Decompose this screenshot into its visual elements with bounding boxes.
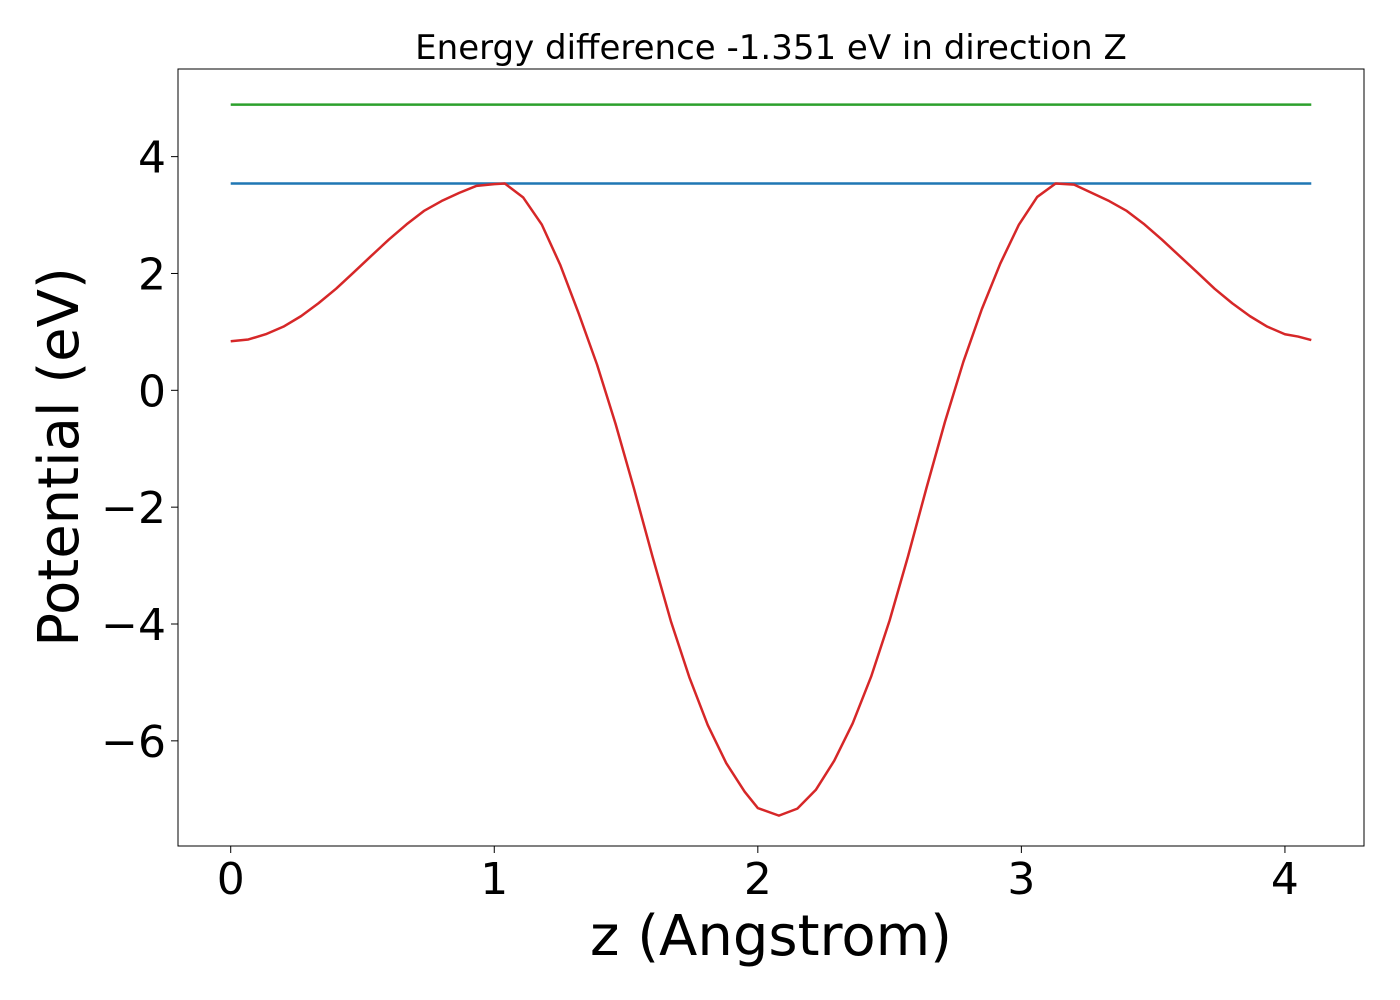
x-axis-title: z (Angstrom) [590,904,952,969]
x-tick-label: 3 [1007,854,1035,905]
x-tick-label: 0 [217,854,245,905]
x-axis-ticks: 0 1 2 3 4 [217,846,1299,905]
y-axis-ticks: −6 −4 −2 0 2 4 [101,133,178,768]
x-tick-label: 2 [744,854,772,905]
y-tick-label: −2 [101,483,166,534]
y-tick-label: 4 [138,133,166,184]
y-tick-label: 2 [138,249,166,300]
y-axis-title: Potential (eV) [27,267,92,647]
chart-title: Energy difference -1.351 eV in direction… [415,28,1127,68]
y-tick-label: −6 [101,717,166,768]
plot-frame [177,68,1365,847]
y-tick-label: 0 [138,366,166,417]
x-tick-label: 1 [480,854,508,905]
x-tick-label: 4 [1271,854,1299,905]
y-tick-label: −4 [101,600,166,651]
series-layer [230,103,1312,817]
series-line-2 [230,182,1312,817]
plot-area [177,68,1365,847]
